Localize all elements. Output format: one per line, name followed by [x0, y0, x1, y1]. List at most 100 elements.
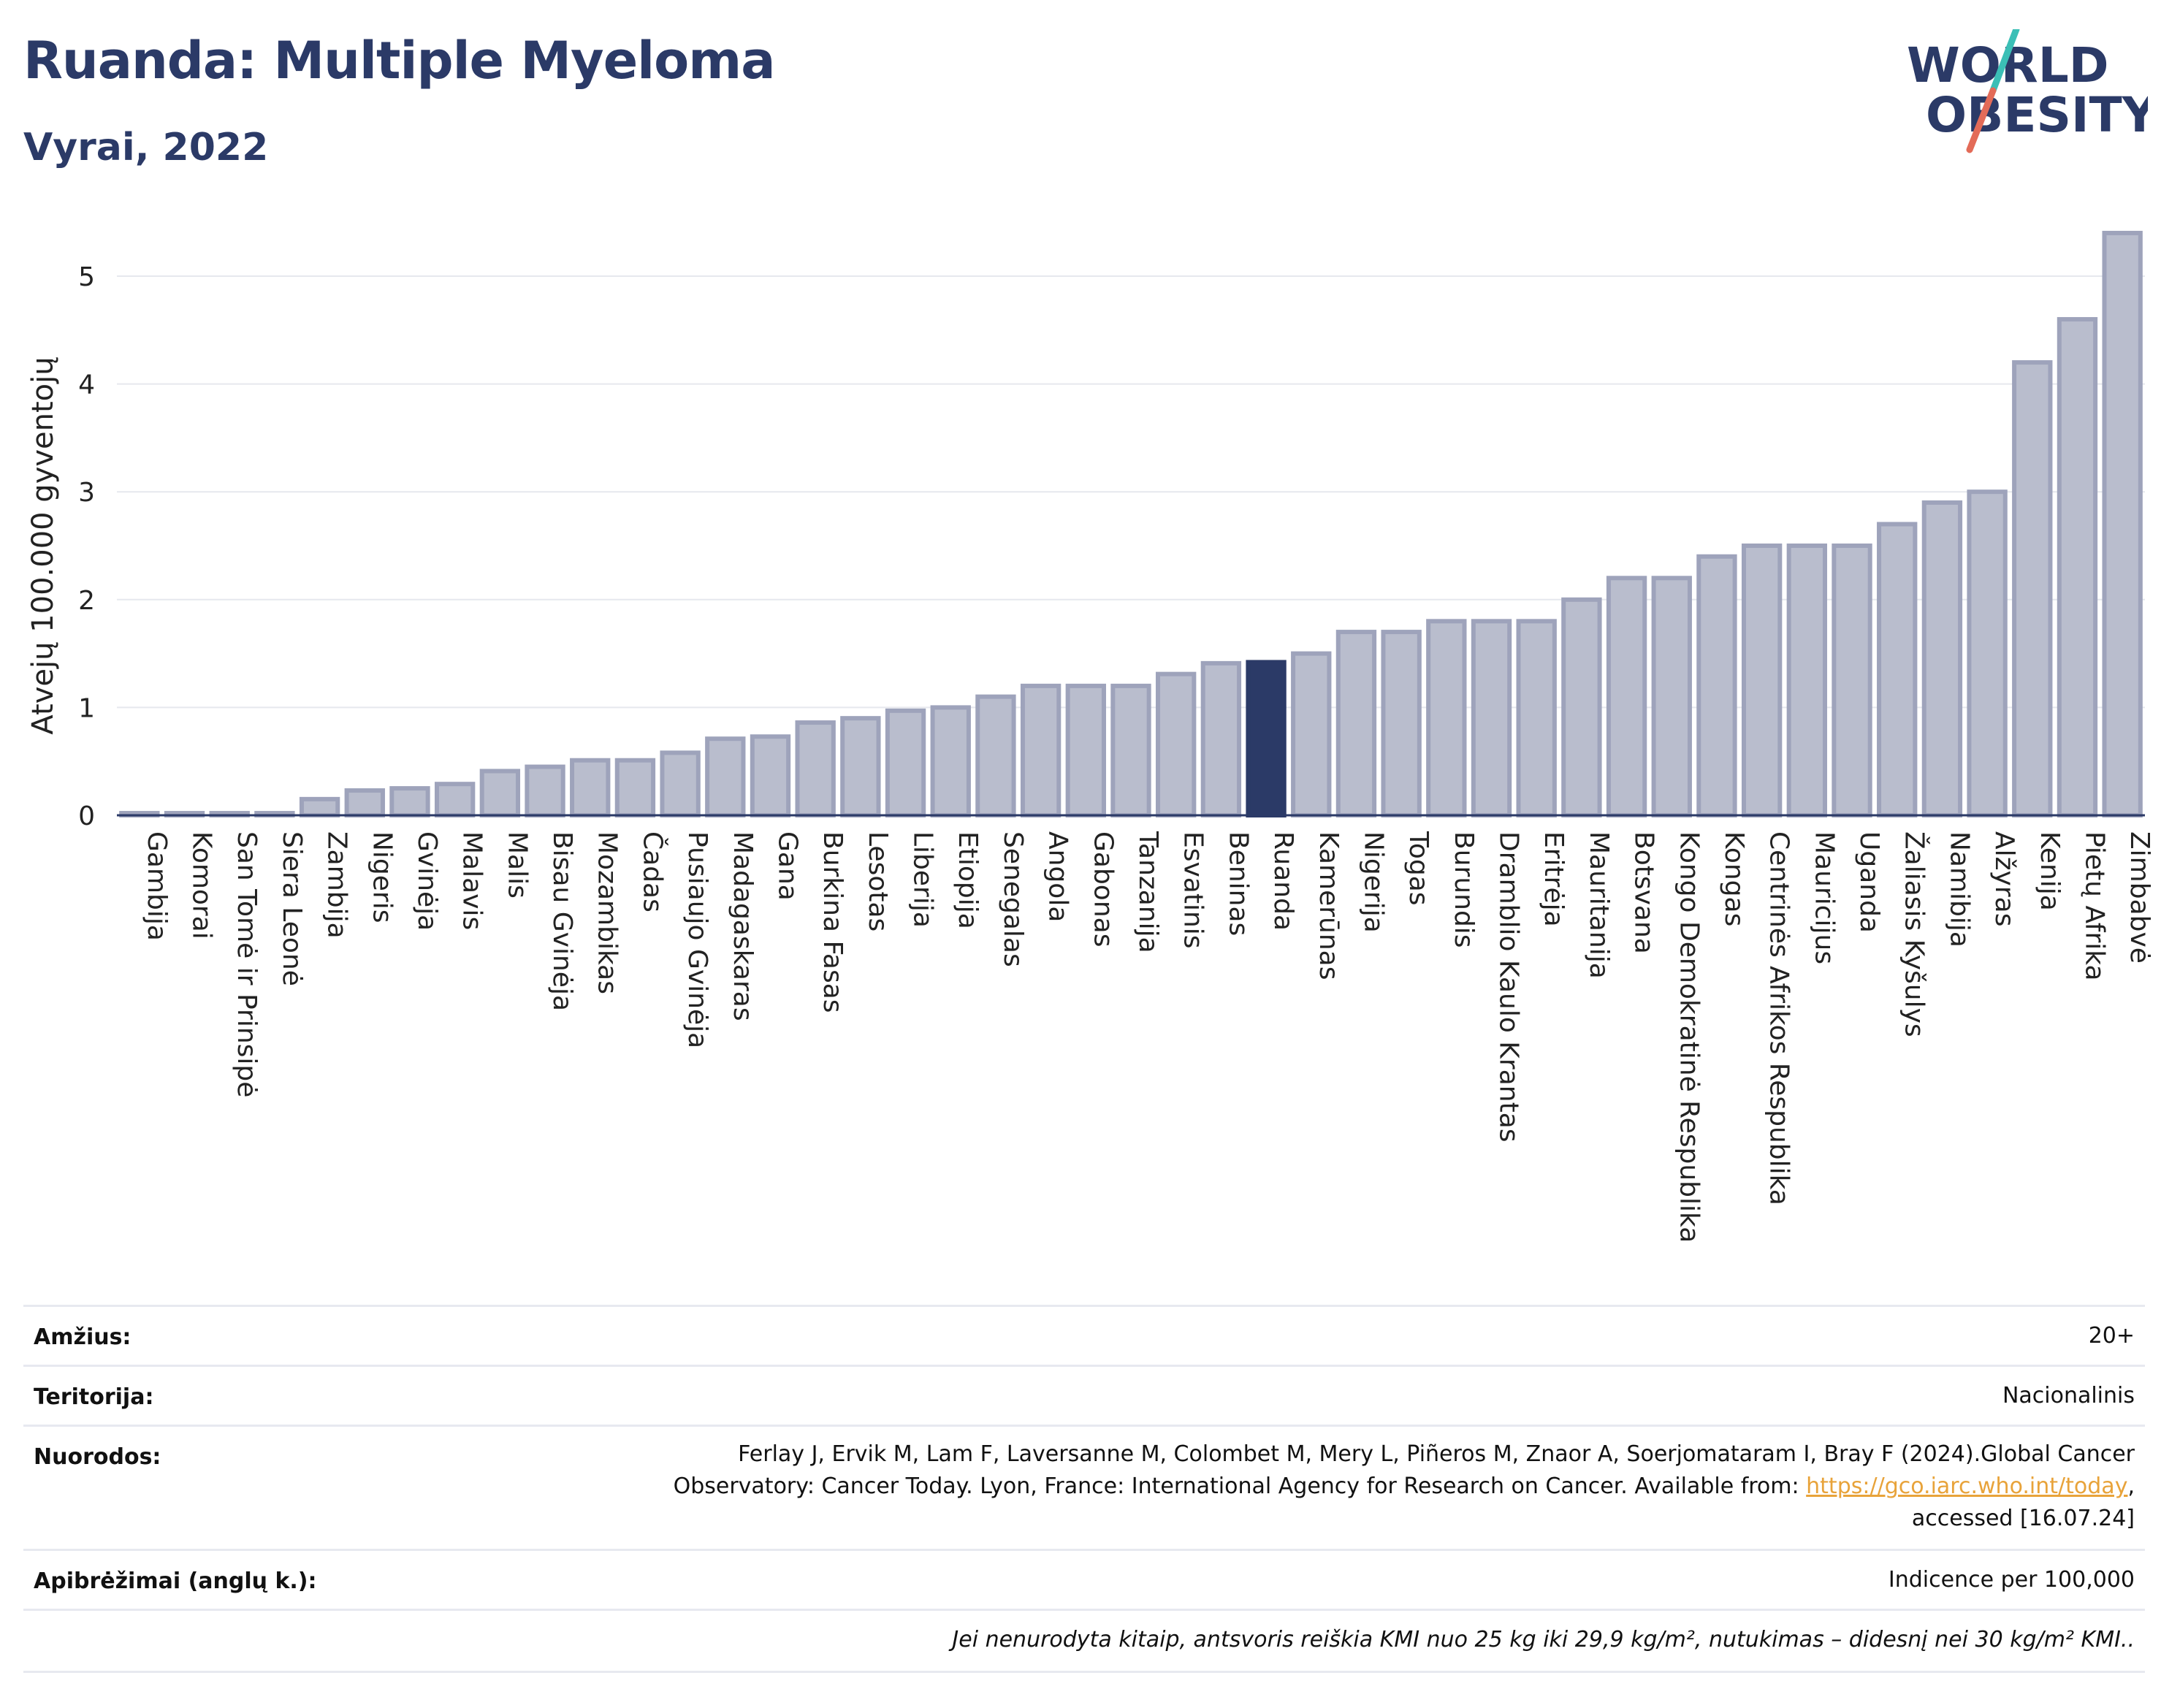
info-row-references: Nuorodos: Ferlay J, Ervik M, Lam F, Lave… — [23, 1425, 2145, 1549]
x-tick-label: Gabonas — [1088, 831, 1118, 947]
x-tick-label: Eritrėja — [1539, 831, 1569, 927]
y-tick-label: 1 — [78, 693, 95, 723]
x-tick-label: Pietų Afrika — [2079, 831, 2109, 981]
x-tick-label: Bisau Gvinėja — [547, 831, 577, 1011]
bar — [1561, 597, 1602, 817]
y-axis-label: Atvejų 100.000 gyventojų — [26, 357, 60, 734]
bar — [1967, 489, 2008, 817]
x-tick-label: Nigerija — [1358, 831, 1388, 933]
x-tick-label: Kongas — [1719, 831, 1749, 926]
bar — [1471, 619, 1512, 817]
x-tick-label: Liberija — [908, 831, 938, 928]
x-tick-label: Kongo Demokratinė Respublika — [1674, 831, 1704, 1243]
info-row-footnote: Jei nenurodyta kitaip, antsvoris reiškia… — [23, 1609, 2145, 1673]
x-tick-label: Pusiaujo Gvinėja — [682, 831, 712, 1048]
bar — [525, 764, 565, 817]
bar — [1426, 619, 1467, 817]
bar — [1741, 544, 1783, 817]
x-tick-label: Mozambikas — [592, 831, 622, 994]
bar — [1110, 683, 1151, 817]
y-tick-label: 0 — [78, 801, 95, 831]
bar — [885, 708, 926, 817]
y-tick-label: 4 — [78, 370, 95, 400]
references-label: Nuorodos: — [34, 1444, 161, 1470]
x-tick-label: Angola — [1043, 831, 1073, 922]
y-tick-label: 3 — [78, 478, 95, 508]
bar-chart: 0 1 2 3 4 5 Atvejų 100.000 gyventojų Gambija Kom… — [26, 230, 2154, 1243]
x-tick-label: Namibija — [1944, 831, 1974, 948]
x-tick-label: Burundis — [1449, 831, 1479, 948]
x-tick-label: Tanzanija — [1133, 831, 1163, 953]
references-line-2-end: , — [2127, 1473, 2135, 1499]
x-tick-label: Siera Leonė — [277, 831, 307, 986]
info-row-age: Amžius: 20+ — [23, 1305, 2145, 1365]
bar — [1832, 544, 1872, 817]
bar — [930, 705, 971, 818]
x-tick-label: Zimbabvė — [2124, 831, 2154, 964]
page-subtitle: Vyrai, 2022 — [23, 126, 269, 169]
x-tick-label: Mauricijus — [1809, 831, 1839, 964]
bar — [2102, 230, 2143, 817]
bar — [1786, 544, 1828, 817]
logo-word-obesity: OBESITY — [1926, 87, 2148, 143]
definitions-value: Indicence per 100,000 — [1888, 1567, 2135, 1593]
x-tick-label: Centrinės Afrikos Respublika — [1764, 831, 1794, 1205]
bar — [434, 782, 476, 818]
footnote: Jei nenurodyta kitaip, antsvoris reiškia… — [952, 1627, 2135, 1652]
bar — [1381, 630, 1422, 818]
x-tick-label: Alžyras — [1989, 831, 2019, 926]
bar — [1877, 522, 1918, 817]
bar — [1335, 630, 1377, 818]
age-value: 20+ — [2088, 1323, 2135, 1349]
definitions-label: Apibrėžimai (anglų k.): — [34, 1568, 317, 1594]
info-row-territory: Teritorija: Nacionalinis — [23, 1365, 2145, 1425]
x-tick-label: Komorai — [187, 831, 217, 939]
references-line-2: Observatory: Cancer Today. Lyon, France:… — [674, 1471, 2135, 1503]
x-tick-label: Nigeris — [367, 831, 397, 923]
bar — [1200, 660, 1242, 817]
bar — [570, 758, 611, 817]
bar — [479, 769, 521, 818]
territory-value: Nacionalinis — [2002, 1383, 2135, 1408]
x-tick-label: Gambija — [142, 831, 172, 941]
bar — [614, 758, 656, 817]
x-tick-label: Dramblio Kaulo Krantas — [1494, 831, 1524, 1143]
bar — [389, 786, 430, 817]
references-link[interactable]: https://gco.iarc.who.int/today — [1806, 1473, 2128, 1499]
x-tick-label: Zambija — [322, 831, 352, 939]
references-value: Ferlay J, Ervik M, Lam F, Laversanne M, … — [674, 1438, 2135, 1535]
info-row-definitions: Apibrėžimai (anglų k.): Indicence per 10… — [23, 1549, 2145, 1609]
x-tick-label: Togas — [1403, 831, 1433, 906]
references-line-2-text: Observatory: Cancer Today. Lyon, France:… — [673, 1473, 1807, 1499]
bar — [1246, 660, 1287, 818]
x-tick-label: Senegalas — [998, 831, 1028, 967]
bar — [660, 750, 701, 817]
x-tick-label: Kenija — [2035, 831, 2065, 911]
x-tick-label: Gvinėja — [412, 831, 442, 931]
x-tick-label: Madagaskaras — [728, 831, 758, 1021]
x-tick-label: Esvatinis — [1178, 831, 1208, 949]
x-tick-label: Ruanda — [1268, 831, 1298, 931]
bar — [1516, 619, 1557, 817]
bar — [2057, 317, 2098, 818]
bar — [1921, 500, 1963, 818]
bar — [840, 716, 881, 817]
bar — [1696, 554, 1737, 817]
bar — [795, 720, 836, 818]
x-tick-label: Malavis — [457, 831, 487, 930]
bar — [1020, 683, 1062, 817]
logo-slash-teal — [1989, 29, 2020, 94]
bar — [344, 788, 385, 818]
bar — [705, 736, 746, 817]
x-tick-label: Beninas — [1223, 831, 1253, 936]
y-tick-label: 5 — [78, 262, 95, 292]
x-tick-label: Etiopija — [953, 831, 983, 929]
age-label: Amžius: — [34, 1324, 132, 1350]
references-line-3: accessed [16.07.24] — [1911, 1506, 2135, 1531]
y-tick-label: 2 — [78, 586, 95, 616]
bar — [2012, 360, 2053, 817]
bar — [1291, 651, 1332, 817]
bar — [975, 694, 1016, 818]
x-tick-label: Kamerūnas — [1314, 831, 1344, 980]
x-tick-label: Gana — [772, 831, 802, 901]
